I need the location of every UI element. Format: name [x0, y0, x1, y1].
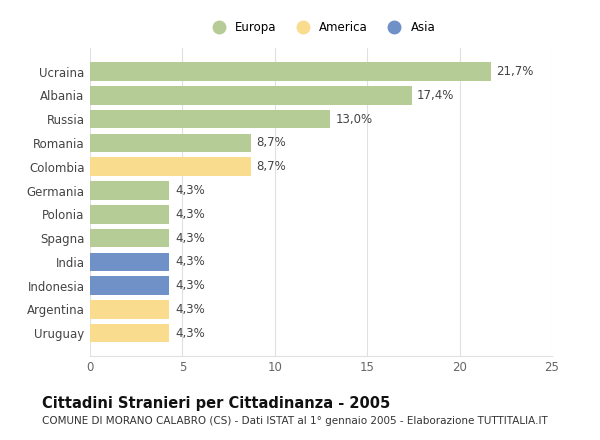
Text: 4,3%: 4,3%: [175, 184, 205, 197]
Bar: [90, 253, 169, 271]
Bar: [90, 205, 169, 224]
Text: 4,3%: 4,3%: [175, 326, 205, 340]
Text: 17,4%: 17,4%: [417, 89, 454, 102]
Bar: [90, 229, 169, 247]
Text: 21,7%: 21,7%: [497, 65, 534, 78]
Bar: [90, 134, 251, 152]
Bar: [90, 62, 491, 81]
Bar: [90, 300, 169, 319]
Bar: [90, 276, 169, 295]
Text: 4,3%: 4,3%: [175, 208, 205, 221]
Bar: [90, 324, 169, 342]
Text: 4,3%: 4,3%: [175, 255, 205, 268]
Text: 4,3%: 4,3%: [175, 279, 205, 292]
Text: 4,3%: 4,3%: [175, 303, 205, 316]
Bar: [90, 181, 169, 200]
Text: 8,7%: 8,7%: [256, 160, 286, 173]
Text: Cittadini Stranieri per Cittadinanza - 2005: Cittadini Stranieri per Cittadinanza - 2…: [42, 396, 390, 411]
Bar: [90, 158, 251, 176]
Bar: [90, 110, 330, 128]
Legend: Europa, America, Asia: Europa, America, Asia: [203, 17, 439, 37]
Text: 8,7%: 8,7%: [256, 136, 286, 150]
Text: 13,0%: 13,0%: [336, 113, 373, 126]
Text: 4,3%: 4,3%: [175, 231, 205, 245]
Bar: [90, 86, 412, 105]
Text: COMUNE DI MORANO CALABRO (CS) - Dati ISTAT al 1° gennaio 2005 - Elaborazione TUT: COMUNE DI MORANO CALABRO (CS) - Dati IST…: [42, 416, 548, 426]
